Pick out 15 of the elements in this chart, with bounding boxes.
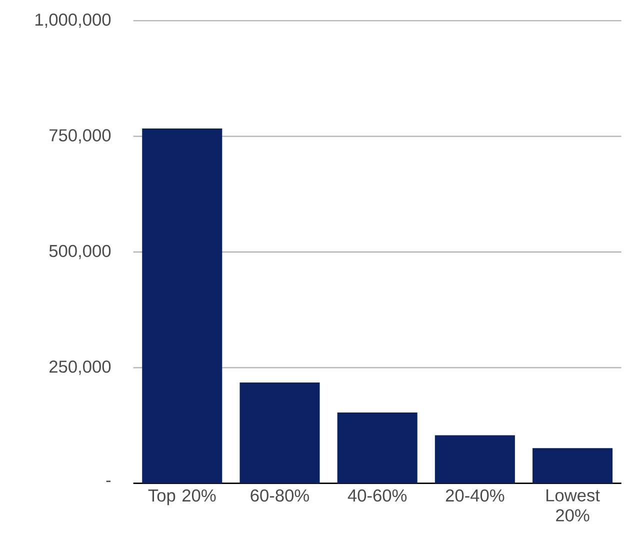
x-tick-label: Lowest 20% (546, 489, 600, 522)
y-tick-label: 1,000,000 (35, 14, 111, 28)
y-tick-label: 250,000 (50, 360, 111, 375)
bar (434, 435, 515, 484)
x-tick-label: 60-80% (250, 489, 309, 502)
y-tick-label: - (106, 480, 111, 482)
x-tick-label: 40-60% (348, 489, 407, 502)
bar (240, 382, 320, 484)
x-tick-label: 20-40% (446, 489, 504, 502)
bar (142, 128, 222, 484)
y-tick-label: 750,000 (50, 129, 111, 144)
x-tick-label: Top 20% (148, 489, 216, 506)
bar (337, 412, 418, 484)
y-tick-label: 500,000 (49, 244, 111, 260)
bar (532, 448, 613, 484)
